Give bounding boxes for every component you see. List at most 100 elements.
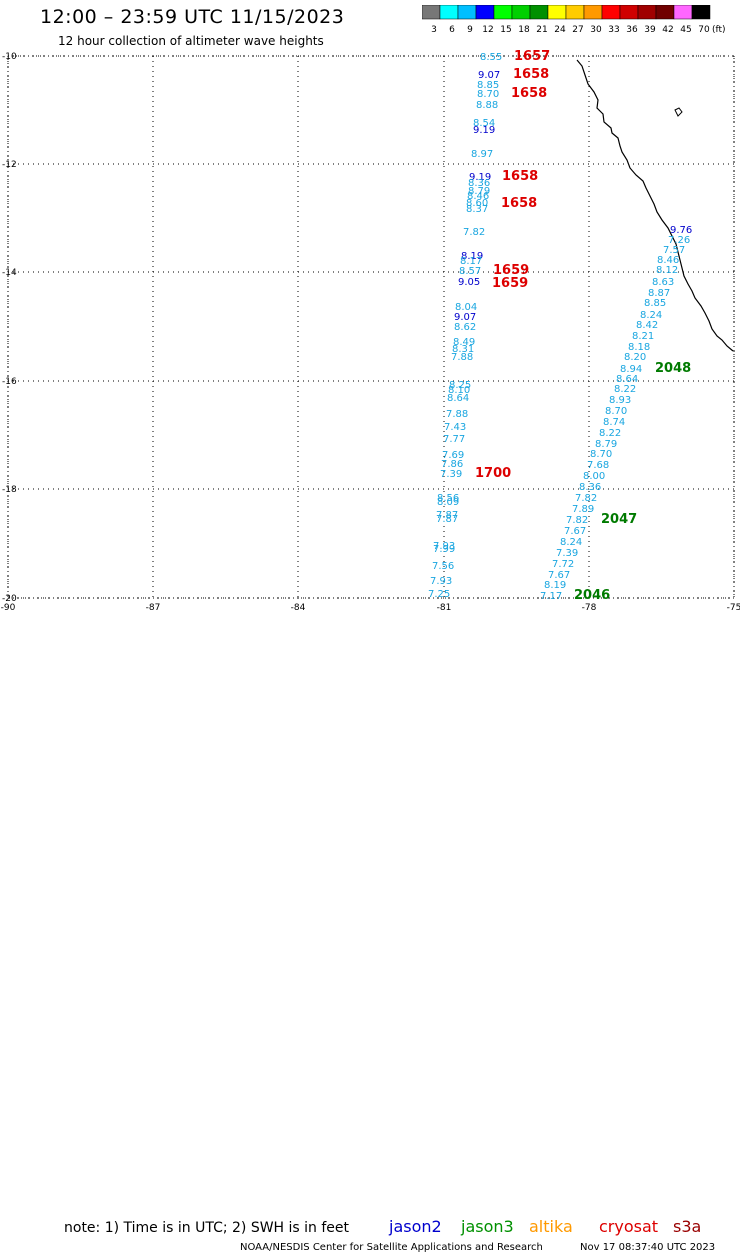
legend-s3a: s3a <box>673 1217 702 1236</box>
swh-label-east-track: 8.24 <box>560 537 582 548</box>
swh-label-east-track: 8.64 <box>616 374 638 385</box>
swh-label-west-track: 7.39 <box>440 469 462 480</box>
lon-tick-label: -75 <box>727 603 740 610</box>
lon-tick-label: -84 <box>291 603 306 610</box>
legend-jason3: jason3 <box>461 1217 514 1236</box>
swh-label-west-track: 8.54 <box>473 118 495 129</box>
map-title: 12:00 – 23:59 UTC 11/15/2023 <box>40 6 345 28</box>
swh-label-east-track: 8.74 <box>603 417 625 428</box>
credit-line: NOAA/NESDIS Center for Satellite Applica… <box>240 1242 543 1253</box>
swh-label-west-track: 9.07 <box>454 312 476 323</box>
pass-time-label: 1659 <box>492 276 528 291</box>
swh-label-east-track: 8.22 <box>599 428 621 439</box>
colorbar-swatch <box>691 5 711 20</box>
lat-tick-label: -12 <box>2 160 17 170</box>
swh-label-east-track: 8.19 <box>544 580 566 591</box>
swh-label-east-track: 8.94 <box>620 364 642 375</box>
swh-label-east-track: 7.82 <box>575 493 597 504</box>
swh-label-east-track: 7.89 <box>572 504 594 515</box>
island <box>674 107 683 117</box>
swh-label-west-track: 7.25 <box>428 589 450 600</box>
graticule: -90 -87 -84 -81 -78 -75 -10 -12 -14 -16 -18 -20 <box>1 52 740 610</box>
swh-label-east-track: 8.21 <box>632 331 654 342</box>
swh-label-east-track: 8.00 <box>583 471 605 482</box>
swh-label-west-track: 8.79 <box>468 186 490 197</box>
swh-label-west-track: 8.55 <box>480 52 502 63</box>
swh-label-west-track: 8.70 <box>477 89 499 100</box>
swh-label-west-track: 7.87 <box>436 514 458 525</box>
swh-label-east-track: 7.67 <box>548 570 570 581</box>
pass-time-label: 1657 <box>514 49 550 64</box>
swh-label-west-track: 7.93 <box>430 576 452 587</box>
swh-label-west-track: 8.31 <box>452 344 474 355</box>
swh-label-east-track: 8.87 <box>648 288 670 299</box>
swh-label-east-track: 8.36 <box>579 482 601 493</box>
swh-label-east-track: 8.70 <box>605 406 627 417</box>
swh-label-west-track: 7.99 <box>433 544 455 555</box>
swh-label-east-track: 7.26 <box>668 235 690 246</box>
swh-label-west-track: 7.82 <box>463 227 485 238</box>
swh-label-west-track: 7.88 <box>446 409 468 420</box>
colorbar-tick-label: 30 <box>590 25 602 35</box>
lon-tick-label: -90 <box>1 603 16 610</box>
colorbar-unit: (ft) <box>712 25 726 35</box>
swh-label-west-track: 8.49 <box>453 337 475 348</box>
pass-time-label: 1658 <box>501 196 537 211</box>
legend-cryosat: cryosat <box>599 1217 659 1236</box>
swh-label-east-track: 8.79 <box>595 439 617 450</box>
swh-label-west-track: 8.60 <box>466 198 488 209</box>
legend-jason2: jason2 <box>389 1217 442 1236</box>
swh-label-east-track: 8.12 <box>656 265 678 276</box>
colorbar-tick-label: 15 <box>500 25 511 35</box>
swh-label-west-track: 9.05 <box>458 277 480 288</box>
colorbar-tick-label: 3 <box>431 25 437 35</box>
swh-label-west-track: 8.04 <box>455 302 477 313</box>
swh-label-east-track: 8.20 <box>624 352 646 363</box>
lat-tick-label: -18 <box>2 485 17 495</box>
lat-tick-label: -20 <box>2 594 17 604</box>
coastline <box>576 59 734 352</box>
swh-label-west-track: 8.36 <box>468 178 490 189</box>
swh-label-east-track: 7.72 <box>552 559 574 570</box>
swh-label-east-track: 7.57 <box>663 245 685 256</box>
footer: note: 1) Time is in UTC; 2) SWH is in fe… <box>0 608 740 1253</box>
swh-label-east-track: 8.46 <box>657 255 679 266</box>
swh-label-east-track: 8.18 <box>628 342 650 353</box>
swh-label-west-track: 8.88 <box>476 100 498 111</box>
swh-label-west-track: 7.88 <box>451 352 473 363</box>
altimeter-map: -90 -87 -84 -81 -78 -75 -10 -12 -14 -16 -18 -20 8.5… <box>1 49 740 610</box>
swh-label-east-track: 8.93 <box>609 395 631 406</box>
colorbar-tick-label: 18 <box>518 25 530 35</box>
lon-tick-label: -81 <box>437 603 452 610</box>
swh-label-west-track: 7.56 <box>432 561 454 572</box>
pass-time-label: 2047 <box>601 512 637 527</box>
swh-labels: 8.559.078.858.708.888.549.198.979.198.36… <box>428 49 692 603</box>
swh-label-west-track: 7.87 <box>436 510 458 521</box>
swh-label-west-track: 8.64 <box>447 393 469 404</box>
swh-label-west-track: 9.19 <box>473 125 495 136</box>
swh-label-west-track: 7.77 <box>443 434 465 445</box>
pass-time-label: 1659 <box>493 263 529 278</box>
pass-time-label: 1658 <box>502 169 538 184</box>
legend-altika: altika <box>529 1217 573 1236</box>
swh-label-west-track: 7.86 <box>441 459 463 470</box>
lat-tick-label: -16 <box>2 377 17 387</box>
colorbar-tick-label: 70 <box>698 25 710 35</box>
colorbar-tick-label: 45 <box>680 25 691 35</box>
wave-height-colorbar: 3 6 9 12 15 18 21 24 27 30 33 36 39 42 45 70 (ft) <box>422 5 726 35</box>
swh-label-east-track: 7.82 <box>566 515 588 526</box>
swh-label-east-track: 7.17 <box>540 591 562 602</box>
swh-label-west-track: 7.93 <box>433 541 455 552</box>
lon-tick-label: -87 <box>146 603 161 610</box>
colorbar-tick-label: 39 <box>644 25 656 35</box>
lon-tick-label: -78 <box>582 603 597 610</box>
map-subtitle: 12 hour collection of altimeter wave hei… <box>58 34 324 48</box>
swh-label-east-track: 9.76 <box>670 225 692 236</box>
pass-time-label: 1658 <box>513 67 549 82</box>
pass-time-label: 1658 <box>511 86 547 101</box>
colorbar-tick-label: 12 <box>482 25 493 35</box>
colorbar-tick-label: 33 <box>608 25 619 35</box>
pass-time-label: 1700 <box>475 466 511 481</box>
swh-label-west-track: 8.10 <box>448 385 470 396</box>
swh-label-east-track: 8.63 <box>652 277 674 288</box>
